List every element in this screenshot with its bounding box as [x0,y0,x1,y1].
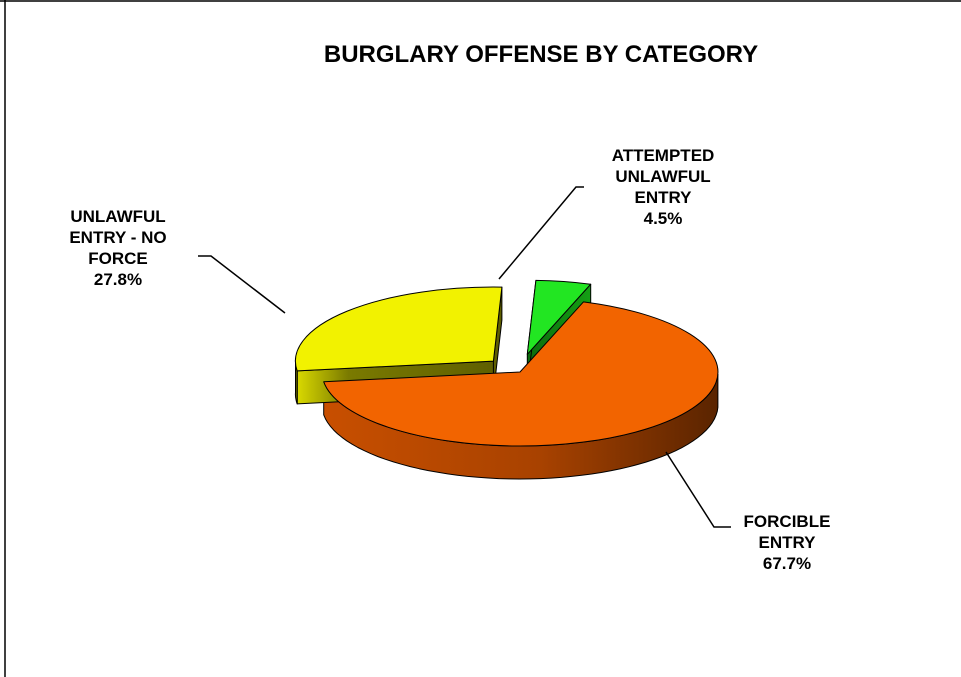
slice-value-label-2: 27.8% [94,270,142,289]
leader-line-1 [665,451,731,528]
slice-label-3: ENTRY [635,188,693,207]
slice-label-2: FORCE [88,249,148,268]
slice-label-3: UNLAWFUL [615,167,710,186]
chart-title: BURGLARY OFFENSE BY CATEGORY [324,41,758,68]
leader-line-3 [498,186,584,280]
leader-line-2 [198,255,286,314]
pie-slice-3 [526,279,592,355]
pie-slice-1 [323,301,719,447]
pie-slice-2 [294,286,503,372]
slice-value-label-3: 4.5% [644,209,683,228]
slice-label-3: ATTEMPTED [612,146,715,165]
slice-label-1: FORCIBLE [744,512,831,531]
slice-label-2: ENTRY - NO [69,228,166,247]
slice-value-label-1: 67.7% [763,554,811,573]
slice-label-2: UNLAWFUL [70,207,165,226]
slice-label-1: ENTRY [759,533,817,552]
